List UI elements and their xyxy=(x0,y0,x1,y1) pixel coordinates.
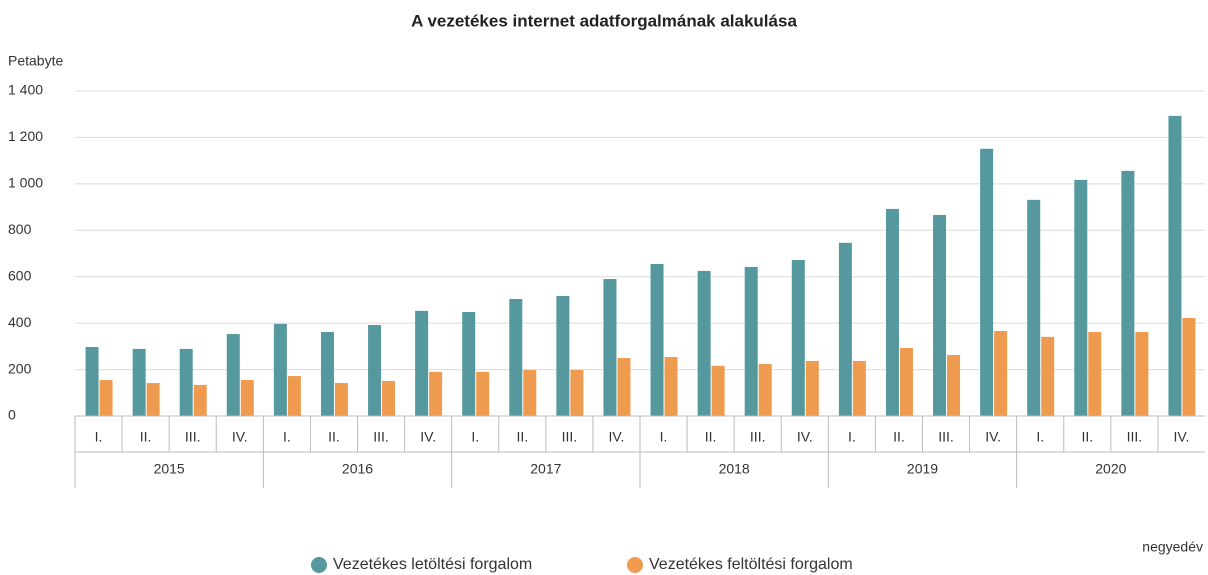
bar xyxy=(1168,115,1182,416)
bar xyxy=(885,208,899,416)
bar xyxy=(994,331,1008,416)
bar xyxy=(523,370,537,416)
x-tick-label: III. xyxy=(185,429,201,445)
bar xyxy=(334,383,348,416)
bar xyxy=(744,266,758,416)
y-tick-label: 1 000 xyxy=(8,175,43,191)
y-tick-label: 200 xyxy=(8,360,32,376)
legend-marker xyxy=(627,557,643,573)
x-tick-label: II. xyxy=(893,429,905,445)
x-tick-label: II. xyxy=(516,429,528,445)
bar xyxy=(758,364,772,416)
group-label: 2019 xyxy=(907,461,938,477)
group-label: 2015 xyxy=(154,461,185,477)
legend-marker xyxy=(311,557,327,573)
group-label: 2018 xyxy=(719,461,750,477)
x-tick-label: IV. xyxy=(797,429,813,445)
x-tick-label: I. xyxy=(283,429,291,445)
x-tick-label: IV. xyxy=(420,429,436,445)
x-tick-label: I. xyxy=(1036,429,1044,445)
bar xyxy=(947,354,961,416)
x-tick-label: I. xyxy=(95,429,103,445)
x-tick-label: I. xyxy=(660,429,668,445)
x-tick-label: IV. xyxy=(609,429,625,445)
x-tick-label: IV. xyxy=(1174,429,1190,445)
bar xyxy=(1088,331,1102,416)
bar xyxy=(226,334,240,416)
bar xyxy=(556,295,570,416)
bar xyxy=(899,347,913,416)
x-tick-label: IV. xyxy=(985,429,1001,445)
y-axis-label: Petabyte xyxy=(8,53,63,69)
bar xyxy=(429,371,443,416)
bar xyxy=(791,260,805,416)
bar xyxy=(99,380,113,416)
bar xyxy=(85,347,99,416)
x-axis-label: negyedév xyxy=(1142,539,1203,555)
bar xyxy=(462,312,476,416)
group-label: 2017 xyxy=(530,461,561,477)
bar xyxy=(1135,331,1149,416)
x-tick-label: II. xyxy=(328,429,340,445)
bar xyxy=(1074,179,1088,416)
bar xyxy=(650,263,664,416)
bar xyxy=(509,299,523,416)
bar xyxy=(980,148,994,416)
x-tick-label: I. xyxy=(471,429,479,445)
bar xyxy=(273,323,287,416)
bar xyxy=(664,357,678,416)
bar xyxy=(146,383,160,416)
bar xyxy=(287,376,301,416)
group-label: 2016 xyxy=(342,461,373,477)
y-tick-label: 1 200 xyxy=(8,128,43,144)
x-tick-label: II. xyxy=(140,429,152,445)
x-tick-label: III. xyxy=(750,429,766,445)
bar xyxy=(476,371,490,416)
bar xyxy=(603,279,617,416)
x-tick-label: II. xyxy=(705,429,717,445)
bar xyxy=(933,214,947,416)
bar xyxy=(240,380,254,416)
bar xyxy=(711,365,725,416)
bar xyxy=(382,380,396,416)
bar xyxy=(1041,336,1055,416)
y-tick-label: 0 xyxy=(8,407,16,423)
x-tick-label: I. xyxy=(848,429,856,445)
x-tick-label: III. xyxy=(938,429,954,445)
bar xyxy=(368,325,382,416)
x-tick-label: III. xyxy=(562,429,578,445)
bar xyxy=(570,370,584,416)
bar xyxy=(132,348,146,416)
legend-label: Vezetékes letöltési forgalom xyxy=(333,556,532,573)
bar xyxy=(805,360,819,416)
x-tick-label: III. xyxy=(1127,429,1143,445)
bar xyxy=(1182,318,1196,416)
bar xyxy=(617,357,631,416)
y-tick-label: 1 400 xyxy=(8,82,43,98)
x-tick-label: II. xyxy=(1081,429,1093,445)
bar xyxy=(1027,199,1041,416)
bar xyxy=(697,270,711,416)
x-tick-label: III. xyxy=(373,429,389,445)
x-tick-label: IV. xyxy=(232,429,248,445)
bar xyxy=(415,310,429,416)
group-label: 2020 xyxy=(1095,461,1126,477)
y-tick-label: 800 xyxy=(8,221,32,237)
bar xyxy=(852,360,866,416)
y-tick-label: 600 xyxy=(8,267,32,283)
y-tick-label: 400 xyxy=(8,314,32,330)
legend-label: Vezetékes feltöltési forgalom xyxy=(649,556,853,573)
bar xyxy=(1121,170,1135,416)
bar xyxy=(179,348,193,416)
chart-title: A vezetékes internet adatforgalmának ala… xyxy=(411,11,797,30)
bar xyxy=(838,242,852,416)
bar xyxy=(320,331,334,416)
bar xyxy=(193,384,207,416)
